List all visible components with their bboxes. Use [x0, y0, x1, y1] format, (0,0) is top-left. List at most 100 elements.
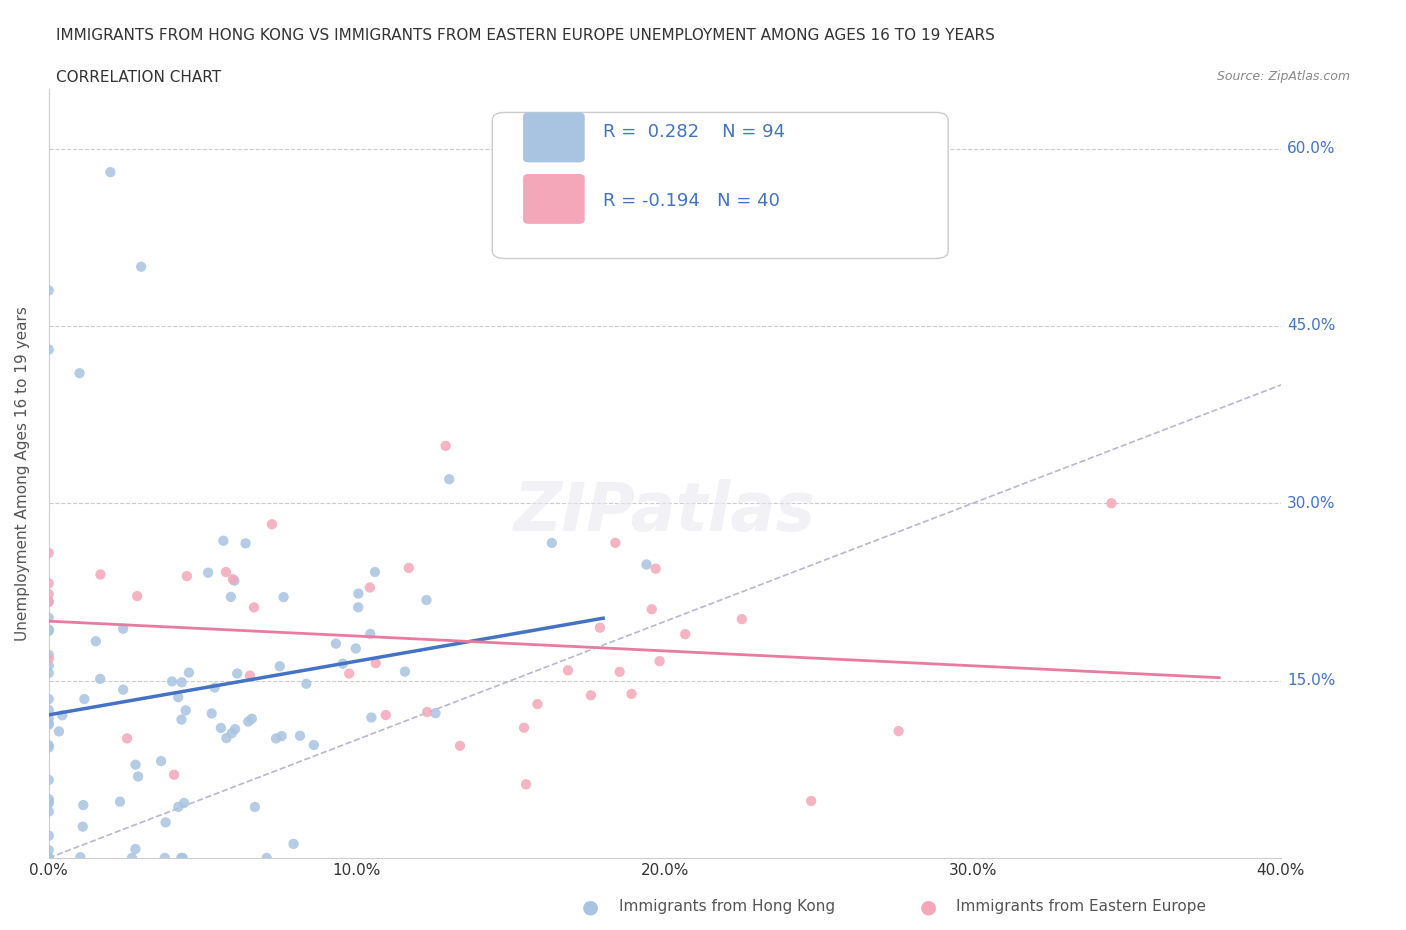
- Point: [226, 666, 249, 681]
- Text: Immigrants from Eastern Europe: Immigrants from Eastern Europe: [956, 899, 1206, 914]
- Point: [38, 702, 60, 717]
- Point: [38, 796, 60, 811]
- Text: R =  0.282    N = 94: R = 0.282 N = 94: [603, 123, 786, 140]
- Point: [38, 587, 60, 602]
- Point: [540, 536, 562, 551]
- Point: [38, 794, 60, 809]
- Point: [416, 705, 439, 720]
- Point: [72, 819, 94, 834]
- Point: [283, 836, 305, 851]
- Point: [38, 594, 60, 609]
- Point: [270, 728, 292, 743]
- Point: [513, 720, 536, 735]
- Point: [238, 714, 260, 729]
- Point: [222, 572, 245, 587]
- Point: [69, 365, 91, 380]
- Point: [69, 850, 91, 865]
- Point: [269, 658, 291, 673]
- Point: [243, 600, 266, 615]
- Point: [38, 843, 60, 857]
- Point: [1099, 496, 1122, 511]
- FancyBboxPatch shape: [492, 113, 948, 259]
- Point: [153, 851, 176, 866]
- Point: [38, 594, 60, 609]
- Point: [38, 623, 60, 638]
- Point: [38, 652, 60, 667]
- Text: 30.0%: 30.0%: [1286, 496, 1336, 511]
- Point: [127, 769, 149, 784]
- Point: [108, 794, 131, 809]
- Point: [243, 800, 266, 815]
- Text: Immigrants from Hong Kong: Immigrants from Hong Kong: [619, 899, 835, 914]
- Point: [415, 592, 437, 607]
- FancyBboxPatch shape: [523, 113, 585, 163]
- Point: [219, 590, 242, 604]
- Point: [155, 815, 177, 830]
- Point: [38, 773, 60, 788]
- Point: [273, 590, 295, 604]
- Point: [38, 717, 60, 732]
- Text: ZIPatlas: ZIPatlas: [513, 479, 815, 545]
- Point: [337, 666, 360, 681]
- Point: [449, 738, 471, 753]
- Point: [38, 804, 60, 819]
- Point: [163, 767, 186, 782]
- Point: [347, 586, 370, 601]
- Point: [38, 851, 60, 866]
- Point: [515, 777, 537, 791]
- Point: [673, 627, 696, 642]
- Point: [347, 600, 370, 615]
- Point: [173, 795, 195, 810]
- Point: [38, 737, 60, 752]
- Point: [224, 722, 246, 737]
- Y-axis label: Unemployment Among Ages 16 to 19 years: Unemployment Among Ages 16 to 19 years: [15, 306, 30, 641]
- Point: [221, 725, 243, 740]
- Point: [364, 565, 387, 579]
- Point: [176, 569, 198, 584]
- Point: [359, 580, 381, 595]
- Point: [127, 589, 149, 604]
- Point: [605, 536, 627, 551]
- Text: 45.0%: 45.0%: [1286, 318, 1336, 333]
- Point: [325, 636, 347, 651]
- Point: [240, 711, 263, 726]
- Point: [620, 686, 643, 701]
- Point: [38, 622, 60, 637]
- Point: [38, 829, 60, 844]
- Point: [160, 674, 183, 689]
- Point: [84, 634, 107, 649]
- Point: [98, 165, 121, 179]
- Point: [174, 703, 197, 718]
- Point: [38, 666, 60, 681]
- Point: [235, 536, 257, 551]
- Point: [332, 657, 354, 671]
- Point: [48, 724, 70, 738]
- Point: [394, 664, 416, 679]
- Point: [364, 656, 387, 671]
- Point: [439, 472, 461, 486]
- Point: [295, 676, 318, 691]
- Text: ●: ●: [920, 897, 936, 916]
- Point: [204, 680, 226, 695]
- Point: [170, 675, 193, 690]
- Point: [170, 851, 193, 866]
- Point: [224, 573, 246, 588]
- Point: [112, 621, 135, 636]
- Point: [526, 697, 548, 711]
- Text: R = -0.194   N = 40: R = -0.194 N = 40: [603, 192, 780, 210]
- Point: [579, 688, 602, 703]
- Point: [121, 851, 143, 866]
- Text: Source: ZipAtlas.com: Source: ZipAtlas.com: [1216, 70, 1350, 83]
- FancyBboxPatch shape: [523, 174, 585, 224]
- Point: [256, 851, 278, 866]
- Point: [557, 663, 579, 678]
- Point: [344, 641, 367, 656]
- Point: [434, 438, 457, 453]
- Point: [89, 671, 111, 686]
- Text: 15.0%: 15.0%: [1286, 673, 1336, 688]
- Point: [51, 708, 73, 723]
- Point: [172, 851, 194, 866]
- Point: [264, 731, 287, 746]
- Text: CORRELATION CHART: CORRELATION CHART: [56, 70, 221, 85]
- Point: [212, 533, 235, 548]
